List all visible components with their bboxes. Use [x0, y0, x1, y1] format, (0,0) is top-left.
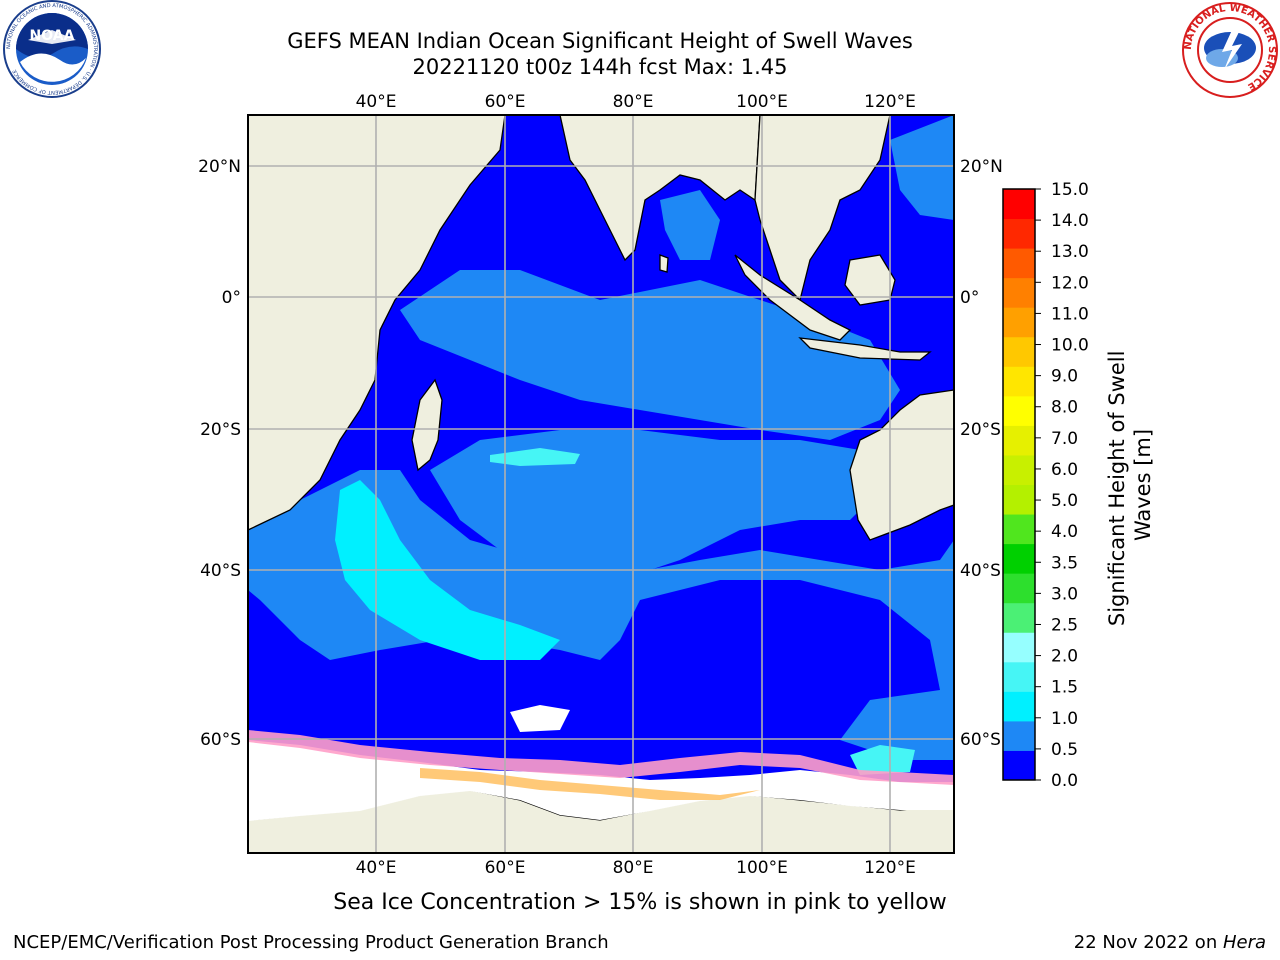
colorbar-tick-label: 9.0	[1051, 367, 1078, 387]
lon-tick-top-80e: 80°E	[613, 92, 654, 112]
colorbar-label: Significant Height of Swell Waves [m]	[1105, 344, 1155, 626]
lon-tick-bottom-100e: 100°E	[736, 858, 788, 878]
colorbar-swatch	[1003, 691, 1035, 721]
colorbar-tick-label: 2.0	[1051, 647, 1078, 667]
colorbar-tick-label: 6.0	[1051, 460, 1078, 480]
colorbar-tick-label: 11.0	[1051, 304, 1089, 324]
colorbar-label-line2: Waves [m]	[1131, 429, 1155, 541]
lon-tick-bottom-120e: 120°E	[864, 858, 916, 878]
colorbar-swatch	[1003, 396, 1035, 426]
land-sri-lanka	[660, 255, 668, 272]
lat-tick-left-40s: 40°S	[200, 561, 241, 581]
colorbar-swatch	[1003, 662, 1035, 692]
colorbar-tick-label: 0.5	[1051, 740, 1078, 760]
footer-host: Hera	[1223, 932, 1266, 953]
colorbar-swatch	[1003, 455, 1035, 485]
colorbar-swatch	[1003, 603, 1035, 633]
colorbar-swatch	[1003, 573, 1035, 603]
lat-tick-right-20s: 20°S	[960, 420, 1001, 440]
lat-tick-right-20n: 20°N	[960, 157, 1003, 177]
colorbar-swatch	[1003, 248, 1035, 278]
colorbar-tick-label: 15.0	[1051, 180, 1089, 200]
colorbar-tick-label: 5.0	[1051, 491, 1078, 511]
lon-tick-top-100e: 100°E	[736, 92, 788, 112]
lat-tick-left-60s: 60°S	[200, 730, 241, 750]
lon-tick-top-40e: 40°E	[356, 92, 397, 112]
colorbar-tick-label: 13.0	[1051, 242, 1089, 262]
colorbar-swatch	[1003, 189, 1035, 219]
colorbar-swatch	[1003, 544, 1035, 574]
colorbar-swatch	[1003, 219, 1035, 249]
lat-tick-right-40s: 40°S	[960, 561, 1001, 581]
colorbar-swatch	[1003, 514, 1035, 544]
colorbar-swatch	[1003, 425, 1035, 455]
lon-tick-bottom-80e: 80°E	[613, 858, 654, 878]
colorbar-swatch	[1003, 278, 1035, 308]
lat-tick-left-20s: 20°S	[200, 420, 241, 440]
colorbar-tick-label: 14.0	[1051, 211, 1089, 231]
lat-tick-left-20n: 20°N	[198, 157, 241, 177]
colorbar-tick-label: 10.0	[1051, 336, 1089, 356]
colorbar-tick-label: 8.0	[1051, 398, 1078, 418]
colorbar-swatch	[1003, 337, 1035, 367]
colorbar-swatch	[1003, 750, 1035, 780]
lon-tick-top-60e: 60°E	[485, 92, 526, 112]
colorbar-swatch	[1003, 721, 1035, 751]
colorbar-swatch	[1003, 366, 1035, 396]
colorbar-tick-label: 4.0	[1051, 522, 1078, 542]
lon-tick-bottom-40e: 40°E	[356, 858, 397, 878]
lon-tick-bottom-60e: 60°E	[485, 858, 526, 878]
colorbar-tick-label: 12.0	[1051, 273, 1089, 293]
lon-tick-top-120e: 120°E	[864, 92, 916, 112]
colorbar-tick-label: 3.5	[1051, 553, 1078, 573]
sea-ice-note: Sea Ice Concentration > 15% is shown in …	[300, 890, 980, 915]
colorbar-tick-label: 2.5	[1051, 615, 1078, 635]
footer-date-text: 22 Nov 2022 on	[1074, 932, 1223, 953]
colorbar-tick-label: 1.5	[1051, 678, 1078, 698]
colorbar-swatch	[1003, 307, 1035, 337]
footer-date: 22 Nov 2022 on Hera	[1074, 932, 1266, 953]
lat-tick-left-0: 0°	[222, 288, 241, 308]
footer-credit: NCEP/EMC/Verification Post Processing Pr…	[13, 932, 609, 953]
colorbar-tick-label: 1.0	[1051, 709, 1078, 729]
colorbar: 0.0 0.5 1.0 1.5 2.0 2.5 3.0 3.5 4.0 5.0 6.0 7.0 8.0 9…	[1003, 180, 1089, 791]
colorbar-label-line1: Significant Height of Swell	[1105, 351, 1129, 627]
colorbar-swatch	[1003, 485, 1035, 515]
colorbar-tick-label: 3.0	[1051, 584, 1078, 604]
colorbar-swatch	[1003, 632, 1035, 662]
colorbar-tick-label: 0.0	[1051, 771, 1078, 791]
lat-tick-right-0: 0°	[960, 288, 979, 308]
lat-tick-right-60s: 60°S	[960, 730, 1001, 750]
colorbar-tick-label: 7.0	[1051, 429, 1078, 449]
map-panel	[248, 115, 954, 853]
